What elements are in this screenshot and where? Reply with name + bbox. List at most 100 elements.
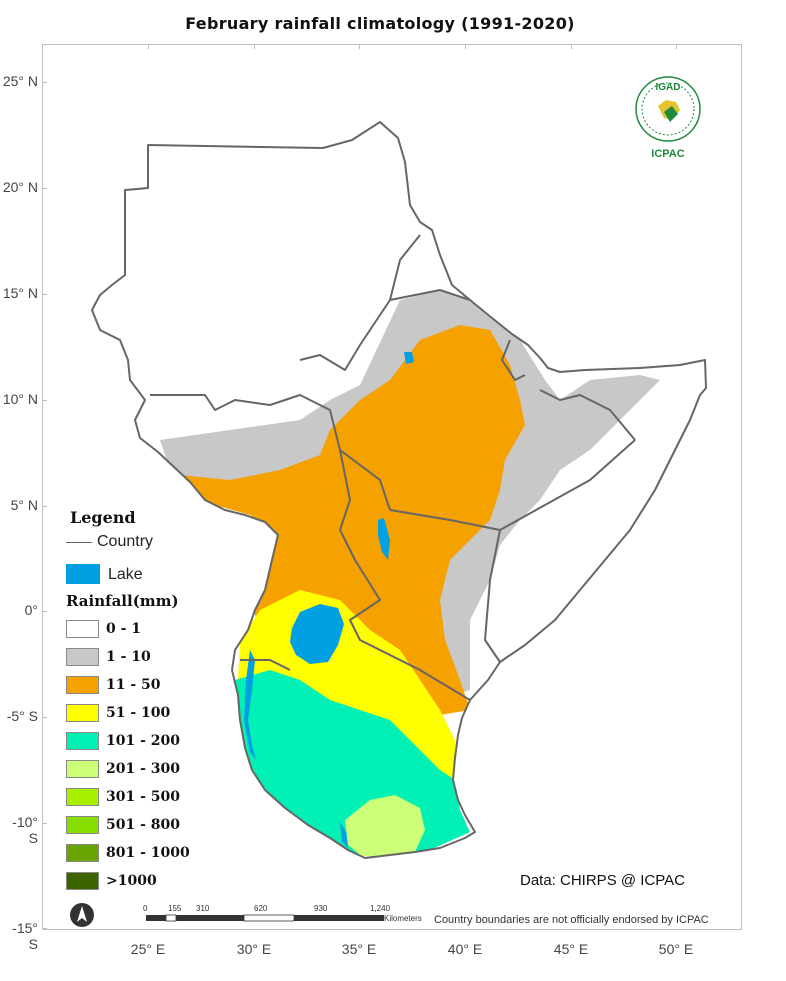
legend-label: 0 - 1 (106, 621, 142, 637)
legend-item: 201 - 300 (66, 760, 266, 780)
border-ssudan-north (150, 394, 391, 511)
legend-country-label: Country (97, 533, 154, 550)
lat-tick (42, 823, 47, 824)
lake-swatch (66, 564, 100, 584)
lon-tick (254, 44, 255, 49)
disclaimer: Country boundaries are not officially en… (434, 914, 709, 926)
rainfall-title: Rainfall(mm) (66, 592, 179, 610)
lat-label: 25° N (2, 73, 38, 89)
scale-tick-0: 0 (143, 904, 148, 913)
legend-label: 51 - 100 (106, 705, 171, 721)
lat-tick (42, 611, 47, 612)
border-djibouti (501, 339, 526, 381)
lat-label: -10° S (12, 814, 38, 846)
lat-tick (42, 82, 47, 83)
lon-tick (359, 44, 360, 49)
legend-swatch (66, 760, 99, 778)
lat-tick (42, 717, 47, 718)
legend-item: 301 - 500 (66, 788, 266, 808)
map-title: February rainfall climatology (1991-2020… (185, 14, 575, 33)
lat-label: 10° N (2, 391, 38, 407)
lake-victoria (290, 604, 344, 664)
border-sudan-eritrea (389, 234, 471, 301)
legend-item: 801 - 1000 (66, 844, 266, 864)
legend-label: 801 - 1000 (106, 845, 190, 861)
legend-item: 101 - 200 (66, 732, 266, 752)
lon-label: 35° E (341, 941, 377, 957)
logo-bottom-text: ICPAC (651, 148, 685, 160)
lon-tick (465, 44, 466, 49)
lake-tanganyika (244, 650, 256, 760)
lon-tick (676, 44, 677, 49)
legend-item: 51 - 100 (66, 704, 266, 724)
border-kenya-somalia (484, 529, 501, 663)
rain-zone-201-300 (345, 795, 425, 858)
outer-border (91, 121, 707, 859)
legend-title: Legend (70, 508, 136, 527)
scale-tick-930: 930 (314, 904, 328, 913)
lat-label: -5° S (6, 708, 38, 724)
legend-swatch (66, 732, 99, 750)
legend-item: 1 - 10 (66, 648, 266, 668)
lon-label: 50° E (658, 941, 694, 957)
lon-label: 40° E (447, 941, 483, 957)
legend-item: 501 - 800 (66, 816, 266, 836)
scale-tick-310: 310 (196, 904, 210, 913)
lat-label: 5° N (10, 497, 38, 513)
lon-label: 30° E (236, 941, 272, 957)
lake-malawi (340, 822, 348, 848)
lon-tick (148, 44, 149, 49)
legend-swatch (66, 872, 99, 890)
lon-tick (571, 44, 572, 49)
legend-lake-label: Lake (108, 566, 143, 583)
border-rwanda-burundi (240, 659, 291, 671)
lat-label: -15° S (12, 920, 38, 952)
scale-bar: 0 155 310 620 930 1,240 Kilometers (140, 904, 422, 931)
lat-tick (42, 400, 47, 401)
logo-top-text: IGAD (655, 82, 681, 93)
border-ssudan-uganda (339, 449, 356, 561)
north-arrow-icon (69, 902, 95, 933)
lake-turkana (378, 518, 390, 560)
legend-label: 201 - 300 (106, 761, 181, 777)
country-line-swatch (66, 542, 92, 543)
data-credit: Data: CHIRPS @ ICPAC (520, 872, 685, 889)
border-sudan-ssudan (299, 299, 391, 371)
border-somaliland (539, 389, 636, 441)
legend-item: 0 - 1 (66, 620, 266, 640)
legend-label: >1000 (106, 873, 157, 889)
legend-swatch (66, 788, 99, 806)
scale-tick-620: 620 (254, 904, 268, 913)
legend-swatch (66, 844, 99, 862)
legend-swatch (66, 704, 99, 722)
legend-label: 11 - 50 (106, 677, 161, 693)
lake-tana (404, 352, 414, 364)
scale-tick-155: 155 (168, 904, 182, 913)
legend-label: 301 - 500 (106, 789, 181, 805)
scale-bar-graphic (146, 914, 384, 922)
legend-label: 501 - 800 (106, 817, 181, 833)
scale-unit: Kilometers (384, 914, 422, 923)
lat-tick (42, 188, 47, 189)
legend-item: >1000 (66, 872, 266, 892)
lat-label: 15° N (2, 285, 38, 301)
legend-label: 101 - 200 (106, 733, 181, 749)
map-frame (42, 44, 742, 930)
legend-swatch (66, 620, 99, 638)
lon-label: 45° E (553, 941, 589, 957)
legend-swatch (66, 816, 99, 834)
lat-label: 0° (24, 602, 38, 618)
scale-tick-1240: 1,240 (370, 904, 391, 913)
legend-item: 11 - 50 (66, 676, 266, 696)
legend-swatch (66, 676, 99, 694)
border-ethiopia-south (389, 439, 636, 531)
igad-icpac-logo: IGAD ICPAC (628, 76, 708, 166)
lat-tick (42, 294, 47, 295)
lat-tick (42, 928, 47, 929)
legend-swatch (66, 648, 99, 666)
legend-label: 1 - 10 (106, 649, 151, 665)
lon-label: 25° E (130, 941, 166, 957)
lat-tick (42, 506, 47, 507)
lat-label: 20° N (2, 179, 38, 195)
